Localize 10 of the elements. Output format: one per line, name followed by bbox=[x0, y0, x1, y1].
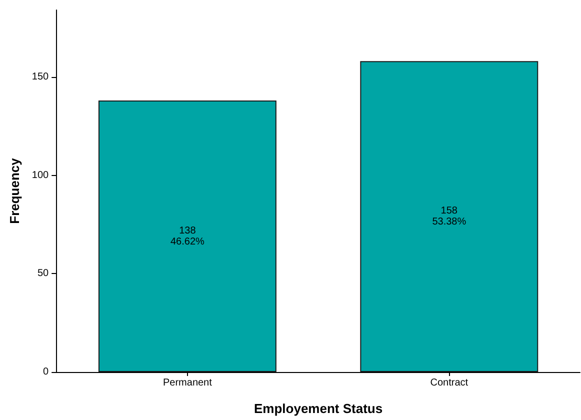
x-axis-title: Employement Status bbox=[254, 401, 383, 416]
y-axis-title: Frequency bbox=[7, 157, 22, 224]
y-tick-label: 150 bbox=[32, 71, 50, 82]
y-tick-label: 50 bbox=[37, 268, 50, 280]
x-tick-label: Contract bbox=[430, 378, 468, 388]
y-tick-label: 0 bbox=[43, 366, 50, 378]
x-tick-label: Permanent bbox=[162, 378, 212, 388]
data-label: 158 53.38% bbox=[432, 206, 466, 228]
data-label: 138 46.62% bbox=[170, 225, 204, 248]
y-tick-label: 100 bbox=[32, 170, 50, 181]
